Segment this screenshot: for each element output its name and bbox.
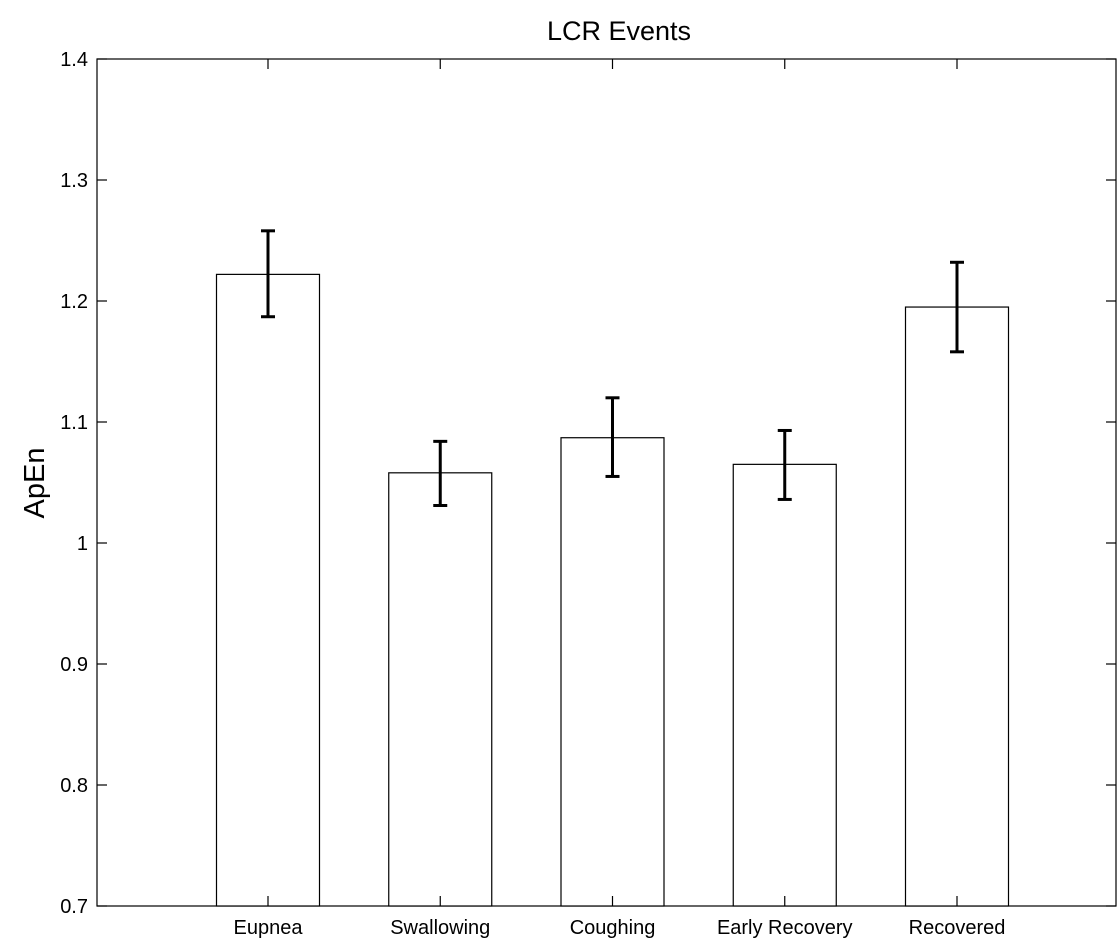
error-bars-group	[261, 229, 964, 507]
bars-group	[215, 273, 1010, 907]
x-axis-ticks: Eupnea Swallowing Coughing Early Recovery Re…	[234, 59, 1006, 939]
y-axis-label: ApEn	[19, 448, 51, 519]
x-tick-label: Swallowing	[390, 917, 490, 939]
y-tick-label: 1.2	[60, 291, 88, 313]
y-tick-label: 1.4	[60, 49, 88, 71]
bar	[560, 437, 665, 907]
y-tick-label: 1.3	[60, 170, 88, 192]
y-tick-label: 0.9	[60, 654, 88, 676]
x-tick-label: Eupnea	[234, 917, 304, 939]
y-tick-label: 1	[77, 533, 88, 555]
y-axis-ticks: 0.7 0.8 0.9 1 1.1 1.2 1.3 1.4	[60, 49, 1116, 918]
x-tick-label: Early Recovery	[717, 917, 853, 939]
x-tick-label: Coughing	[570, 917, 656, 939]
y-tick-label: 0.8	[60, 775, 88, 797]
chart-title: LCR Events	[547, 16, 691, 46]
bar	[388, 472, 493, 907]
bar	[904, 306, 1010, 907]
x-tick-label: Recovered	[909, 917, 1006, 939]
y-tick-label: 0.7	[60, 896, 88, 918]
bar	[215, 273, 321, 907]
y-tick-label: 1.1	[60, 412, 88, 434]
bar	[732, 463, 837, 907]
